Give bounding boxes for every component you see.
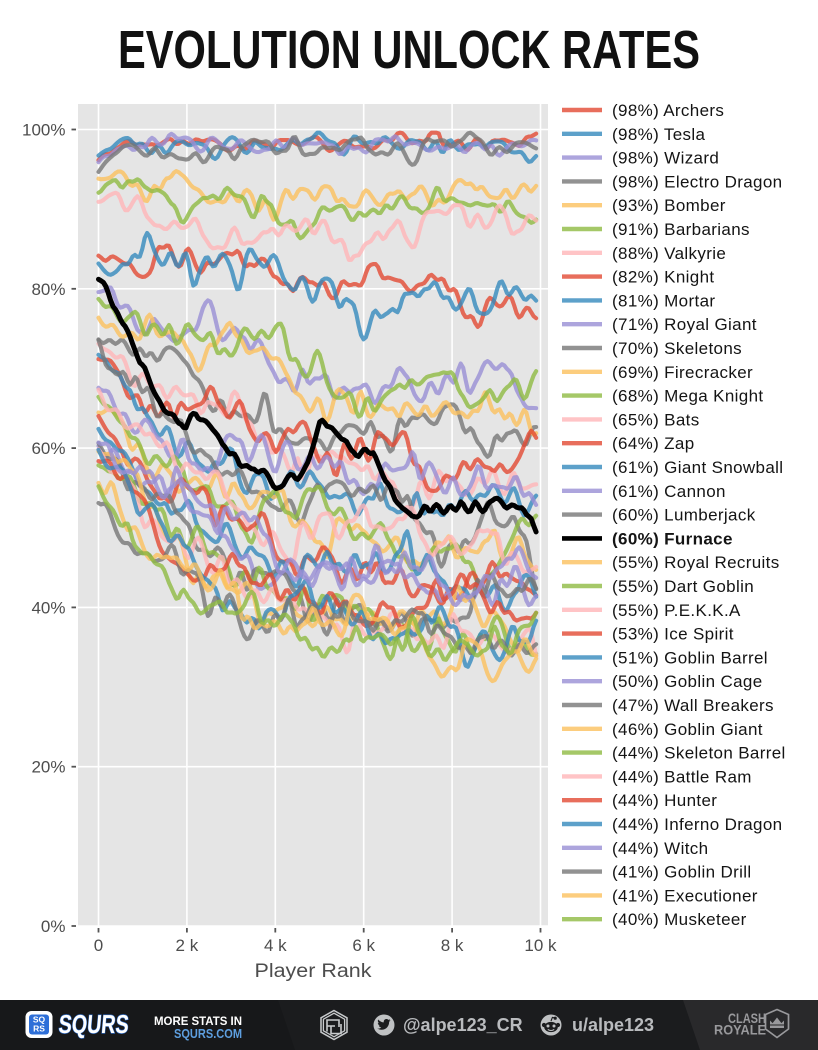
- svg-text:60%: 60%: [31, 439, 65, 458]
- svg-text:(88%) Valkyrie: (88%) Valkyrie: [612, 244, 726, 263]
- svg-text:(61%) Giant Snowball: (61%) Giant Snowball: [612, 458, 783, 477]
- svg-text:RS: RS: [33, 1024, 45, 1034]
- svg-text:(60%) Furnace: (60%) Furnace: [612, 529, 733, 548]
- svg-text:(44%) Hunter: (44%) Hunter: [612, 791, 717, 810]
- svg-text:(44%) Battle Ram: (44%) Battle Ram: [612, 767, 752, 786]
- svg-text:6 k: 6 k: [352, 936, 375, 955]
- svg-text:(98%) Archers: (98%) Archers: [612, 101, 724, 120]
- svg-text:(93%) Bomber: (93%) Bomber: [612, 196, 726, 215]
- svg-text:4 k: 4 k: [264, 936, 287, 955]
- svg-text:0: 0: [94, 936, 103, 955]
- svg-text:(51%) Goblin Barrel: (51%) Goblin Barrel: [612, 648, 768, 667]
- svg-text:(98%) Tesla: (98%) Tesla: [612, 125, 705, 144]
- svg-text:2 k: 2 k: [176, 936, 199, 955]
- svg-text:(60%) Lumberjack: (60%) Lumberjack: [612, 506, 756, 525]
- svg-text:(68%) Mega Knight: (68%) Mega Knight: [612, 387, 763, 406]
- svg-text:CLASH: CLASH: [728, 1011, 766, 1026]
- svg-text:10 k: 10 k: [524, 936, 557, 955]
- svg-text:(69%) Firecracker: (69%) Firecracker: [612, 363, 753, 382]
- svg-text:ROYALE: ROYALE: [714, 1023, 766, 1038]
- svg-text:(46%) Goblin Giant: (46%) Goblin Giant: [612, 720, 763, 739]
- svg-text:(98%) Electro Dragon: (98%) Electro Dragon: [612, 172, 782, 191]
- svg-text:SQ: SQ: [33, 1015, 46, 1025]
- svg-text:@alpe123_CR: @alpe123_CR: [403, 1015, 523, 1035]
- svg-text:(82%) Knight: (82%) Knight: [612, 268, 714, 287]
- svg-text:(41%) Executioner: (41%) Executioner: [612, 886, 758, 905]
- svg-text:SQURS: SQURS: [57, 1009, 130, 1039]
- svg-text:EVOLUTION UNLOCK RATES: EVOLUTION UNLOCK RATES: [118, 20, 700, 80]
- svg-text:(50%) Goblin Cage: (50%) Goblin Cage: [612, 672, 763, 691]
- svg-text:SQURS.COM: SQURS.COM: [174, 1026, 242, 1041]
- svg-text:(53%) Ice Spirit: (53%) Ice Spirit: [612, 625, 734, 644]
- svg-text:(55%) Royal Recruits: (55%) Royal Recruits: [612, 553, 780, 572]
- svg-text:(44%) Skeleton Barrel: (44%) Skeleton Barrel: [612, 744, 786, 763]
- svg-text:u/alpe123: u/alpe123: [572, 1015, 654, 1035]
- svg-text:(70%) Skeletons: (70%) Skeletons: [612, 339, 742, 358]
- svg-text:(61%) Cannon: (61%) Cannon: [612, 482, 726, 501]
- svg-text:40%: 40%: [31, 598, 65, 617]
- svg-text:(65%) Bats: (65%) Bats: [612, 410, 700, 429]
- svg-text:MORE STATS IN: MORE STATS IN: [154, 1016, 242, 1028]
- svg-text:0%: 0%: [41, 917, 66, 936]
- svg-text:(55%) P.E.K.K.A: (55%) P.E.K.K.A: [612, 601, 741, 620]
- svg-text:(41%) Goblin Drill: (41%) Goblin Drill: [612, 863, 752, 882]
- svg-text:(91%) Barbarians: (91%) Barbarians: [612, 220, 750, 239]
- svg-text:(64%) Zap: (64%) Zap: [612, 434, 695, 453]
- svg-text:(71%) Royal Giant: (71%) Royal Giant: [612, 315, 757, 334]
- svg-text:(44%) Inferno Dragon: (44%) Inferno Dragon: [612, 815, 782, 834]
- svg-text:Player Rank: Player Rank: [255, 961, 373, 982]
- svg-text:20%: 20%: [31, 758, 65, 777]
- svg-text:(81%) Mortar: (81%) Mortar: [612, 291, 715, 310]
- svg-text:8 k: 8 k: [441, 936, 464, 955]
- svg-text:(44%) Witch: (44%) Witch: [612, 839, 708, 858]
- svg-text:80%: 80%: [31, 280, 65, 299]
- svg-text:(98%) Wizard: (98%) Wizard: [612, 149, 719, 168]
- svg-text:(47%) Wall Breakers: (47%) Wall Breakers: [612, 696, 774, 715]
- svg-text:(55%) Dart Goblin: (55%) Dart Goblin: [612, 577, 754, 596]
- svg-text:100%: 100%: [22, 121, 65, 140]
- svg-text:(40%) Musketeer: (40%) Musketeer: [612, 910, 747, 929]
